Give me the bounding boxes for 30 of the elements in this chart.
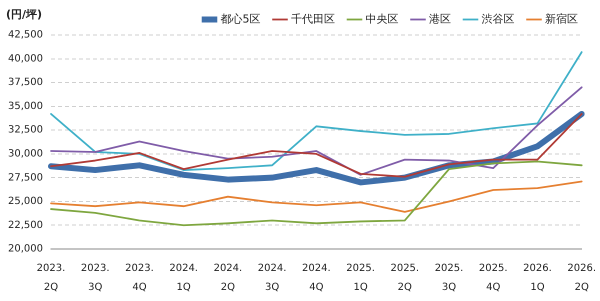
legend-label: 千代田区 [291,12,335,26]
legend-label: 渋谷区 [482,12,514,26]
x-tick-label: 2024. 4Q [302,263,331,294]
x-tick-label: 2026. 2Q [567,263,596,294]
legend-label: 中央区 [366,12,398,26]
legend-label: 港区 [429,12,451,26]
x-tick-label: 2023. 4Q [125,263,154,294]
y-tick-label: 22,500 [8,220,43,231]
x-tick-label: 2025. 4Q [478,263,508,294]
y-tick-label: 25,000 [8,196,43,208]
legend-label: 新宿区 [545,12,578,26]
x-tick-label: 2023. 3Q [80,263,110,294]
y-tick-label: 20,000 [8,244,43,255]
x-tick-label: 2025. 1Q [346,263,375,294]
x-tick-label: 2023. 2Q [36,263,66,294]
x-tick-label: 2025. 2Q [390,263,420,294]
y-tick-label: 37,500 [8,77,43,88]
y-tick-label: 30,000 [8,148,43,160]
x-tick-label: 2026. 1Q [523,263,552,294]
x-tick-label: 2024. 3Q [258,263,286,294]
y-tick-label: 27,500 [8,172,43,184]
x-tick-label: 2025. 3Q [434,263,464,294]
y-tick-label: 40,000 [8,53,43,64]
y-tick-label: 42,500 [8,30,43,41]
y-tick-label: 35,000 [8,100,43,112]
y-tick-label: 32,500 [8,124,43,136]
x-tick-label: 2024. 1Q [169,263,198,294]
legend-label: 都心5区 [220,12,260,26]
x-tick-label: 2024. 2Q [214,263,242,294]
y-axis-title: (円/坪) [6,8,42,21]
